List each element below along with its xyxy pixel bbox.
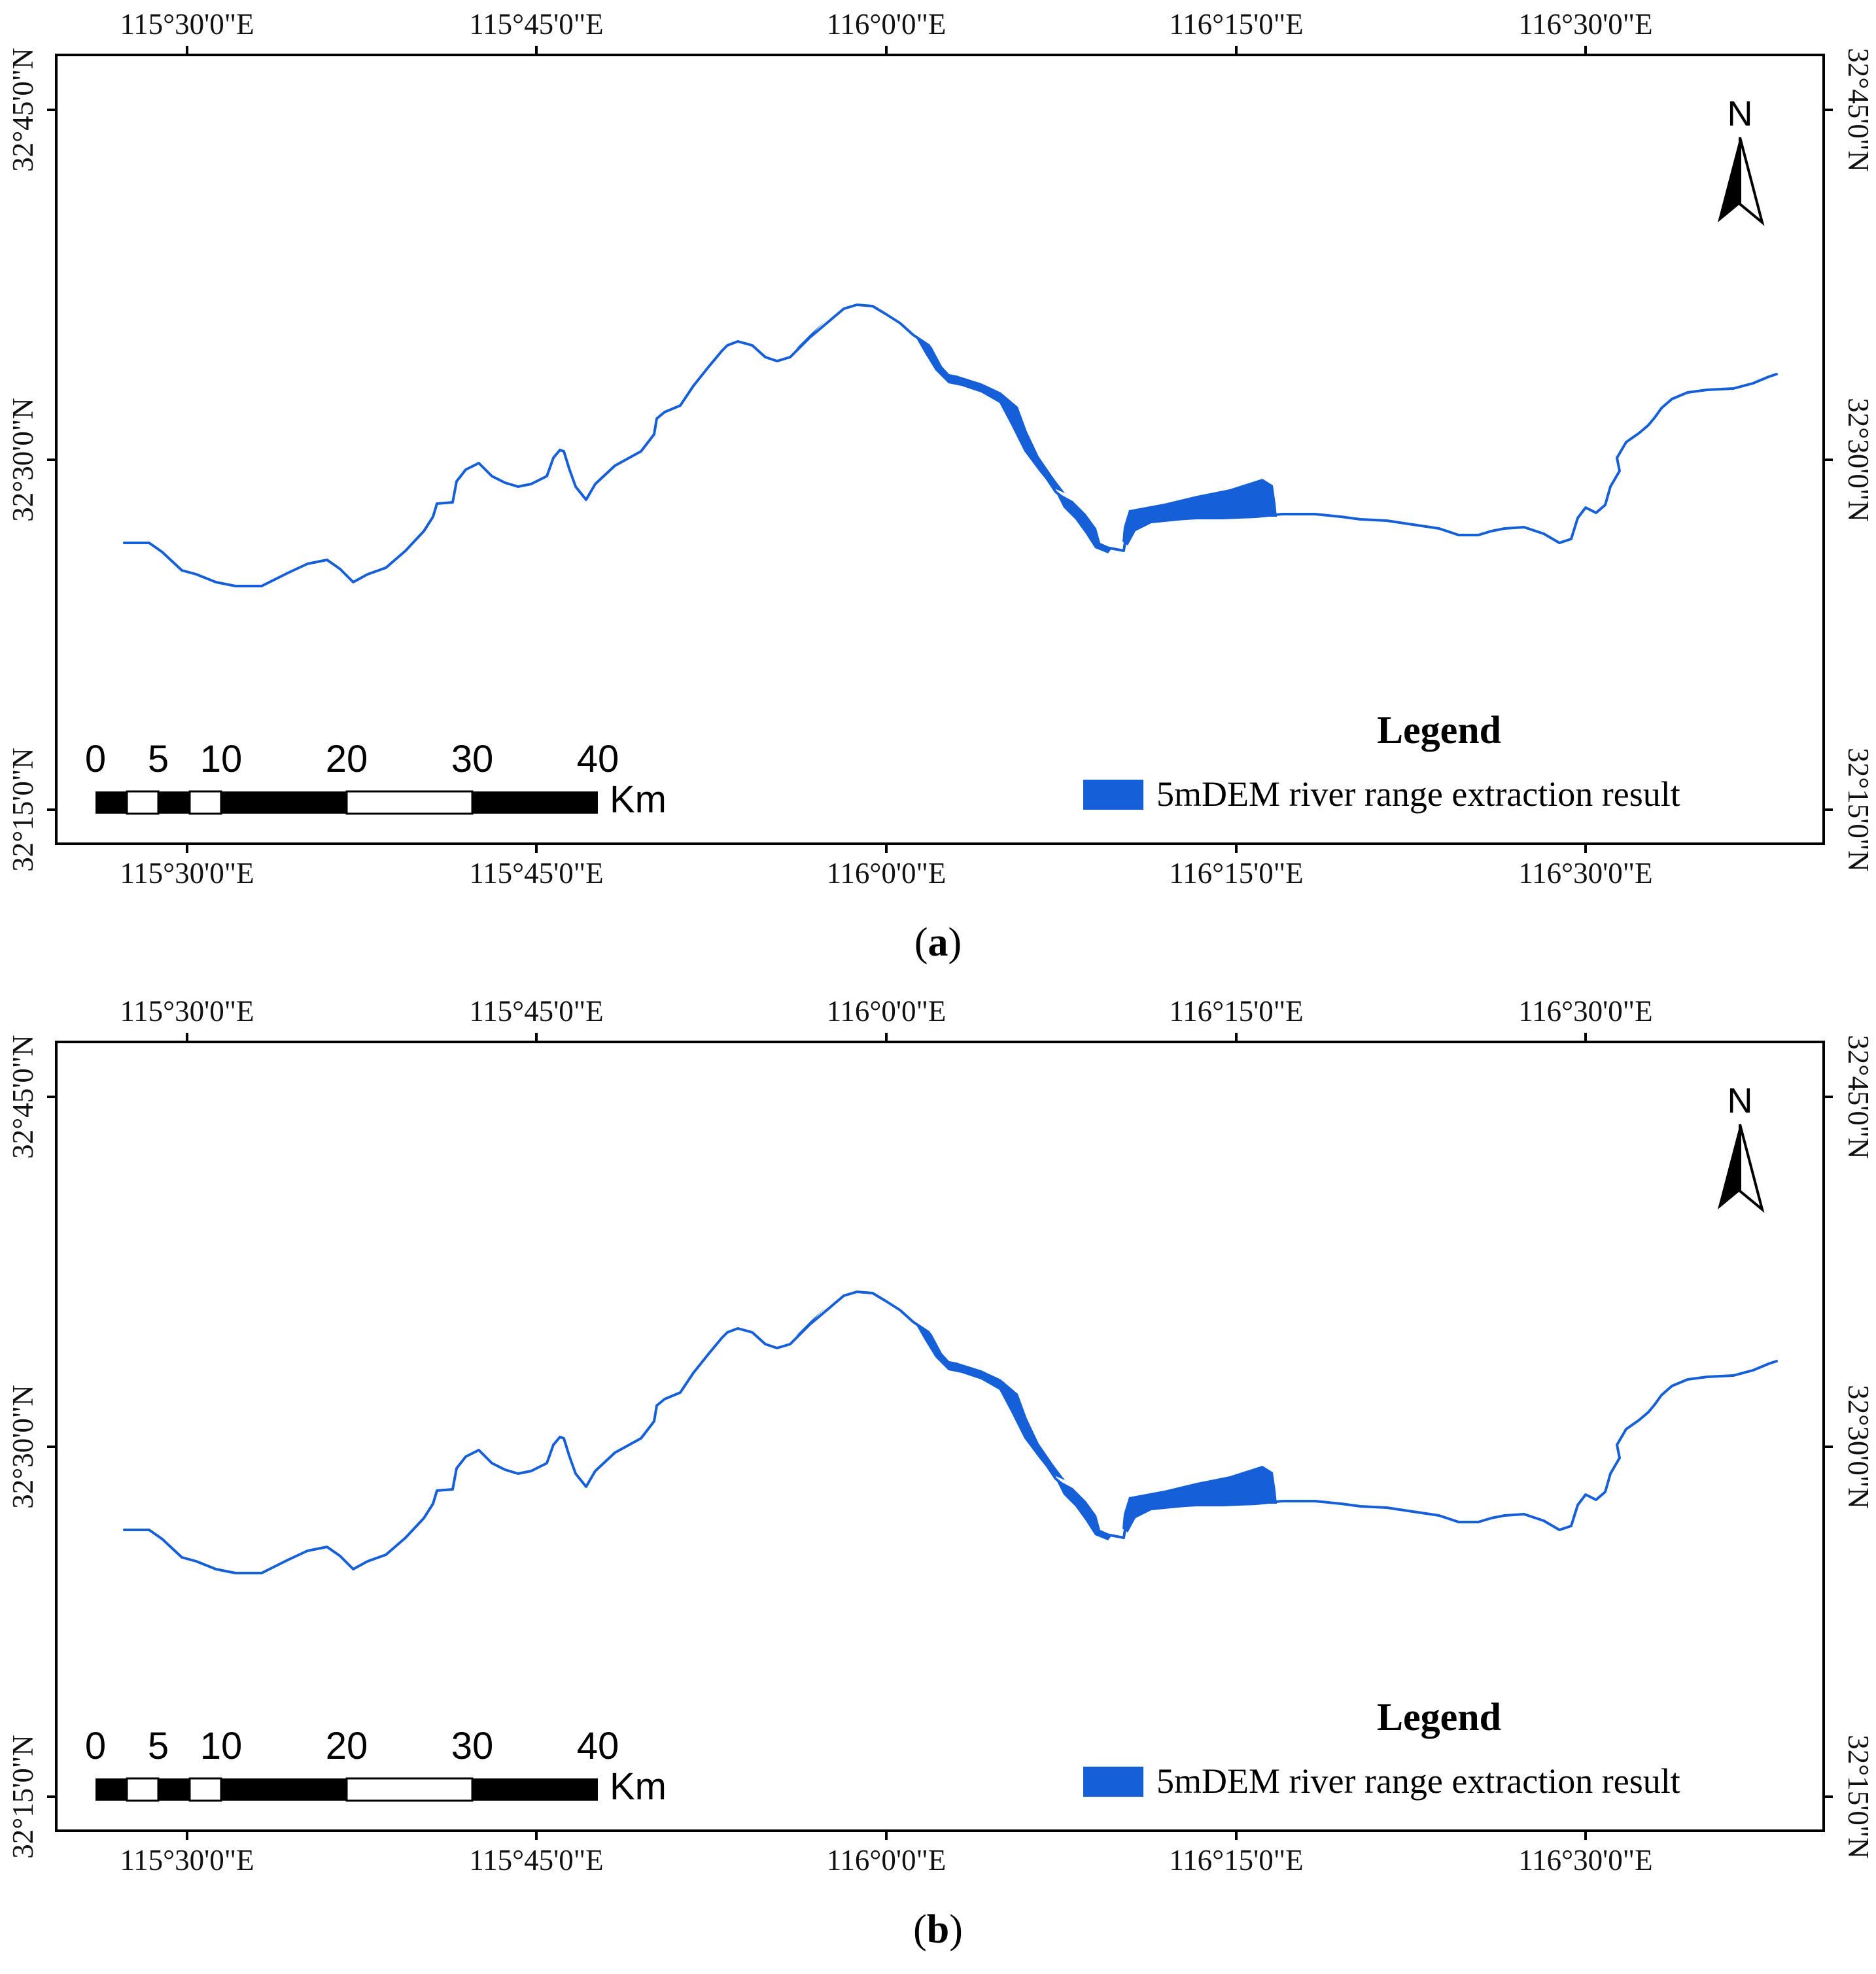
legend: Legend 5mDEM river range extraction resu… bbox=[1083, 708, 1680, 814]
scale-label: 0 bbox=[85, 1725, 106, 1767]
lon-tick-label: 116°15'0"E bbox=[1169, 8, 1303, 41]
legend-item-label: 5mDEM river range extraction result bbox=[1156, 1761, 1680, 1801]
scale-label: 20 bbox=[326, 738, 368, 780]
north-label: N bbox=[1728, 1081, 1753, 1120]
right-lat-axis: 32°45'0"N 32°30'0"N 32°15'0"N bbox=[1824, 1035, 1875, 1859]
top-lon-axis: 115°30'0"E 115°45'0"E 116°0'0"E 116°15'0… bbox=[120, 995, 1653, 1042]
lon-tick-label: 116°0'0"E bbox=[827, 857, 947, 890]
lat-tick-label: 32°45'0"N bbox=[1842, 48, 1875, 171]
lon-tick-label: 115°45'0"E bbox=[469, 857, 603, 890]
lat-tick-label: 32°45'0"N bbox=[7, 1035, 39, 1158]
map-frame bbox=[55, 1041, 1825, 1832]
lon-tick-label: 116°30'0"E bbox=[1518, 1844, 1652, 1877]
legend: Legend 5mDEM river range extraction resu… bbox=[1083, 1695, 1680, 1801]
lat-tick-label: 32°45'0"N bbox=[7, 48, 39, 171]
lat-tick-label: 32°15'0"N bbox=[7, 748, 39, 871]
lon-tick-label: 115°45'0"E bbox=[469, 995, 603, 1028]
legend-swatch bbox=[1083, 780, 1143, 810]
lon-tick-label: 115°30'0"E bbox=[120, 995, 254, 1028]
top-lon-axis: 115°30'0"E 115°45'0"E 116°0'0"E 116°15'0… bbox=[120, 8, 1653, 55]
scale-label: 30 bbox=[451, 738, 494, 780]
left-lat-axis: 32°45'0"N 32°30'0"N 32°15'0"N bbox=[7, 1035, 56, 1859]
map-panel-a: 115°30'0"E 115°45'0"E 116°0'0"E 116°15'0… bbox=[7, 8, 1875, 965]
lat-tick-label: 32°15'0"N bbox=[7, 1735, 39, 1858]
scale-label: 5 bbox=[148, 1725, 169, 1767]
scale-unit: Km bbox=[610, 778, 667, 821]
lat-tick-label: 32°30'0"N bbox=[1842, 398, 1875, 521]
lat-tick-label: 32°15'0"N bbox=[1842, 1735, 1875, 1858]
north-arrow-icon: N bbox=[1718, 94, 1765, 226]
scale-label: 0 bbox=[85, 738, 106, 780]
lon-tick-label: 116°30'0"E bbox=[1518, 857, 1652, 890]
lon-tick-label: 116°15'0"E bbox=[1169, 1844, 1303, 1877]
scale-unit: Km bbox=[610, 1765, 667, 1808]
scale-bar: 0 5 10 20 30 40 Km bbox=[85, 1725, 667, 1808]
scale-label: 10 bbox=[200, 1725, 243, 1767]
legend-title: Legend bbox=[1377, 1695, 1501, 1739]
lon-tick-label: 116°15'0"E bbox=[1169, 995, 1303, 1028]
bottom-lon-axis: 115°30'0"E 115°45'0"E 116°0'0"E 116°15'0… bbox=[120, 1831, 1653, 1877]
scale-label: 5 bbox=[148, 738, 169, 780]
lon-tick-label: 116°0'0"E bbox=[827, 1844, 947, 1877]
legend-swatch bbox=[1083, 1767, 1143, 1797]
left-lat-axis: 32°45'0"N 32°30'0"N 32°15'0"N bbox=[7, 48, 56, 872]
scale-label: 10 bbox=[200, 738, 243, 780]
scale-label: 40 bbox=[577, 738, 619, 780]
lat-tick-label: 32°30'0"N bbox=[1842, 1385, 1875, 1508]
map-figure-a: 115°30'0"E 115°45'0"E 116°0'0"E 116°15'0… bbox=[7, 8, 1875, 890]
lat-tick-label: 32°15'0"N bbox=[1842, 748, 1875, 871]
bottom-lon-axis: 115°30'0"E 115°45'0"E 116°0'0"E 116°15'0… bbox=[120, 844, 1653, 890]
lon-tick-label: 115°30'0"E bbox=[120, 857, 254, 890]
lon-tick-label: 116°30'0"E bbox=[1518, 995, 1652, 1028]
lon-tick-label: 116°15'0"E bbox=[1169, 857, 1303, 890]
lon-tick-label: 116°30'0"E bbox=[1518, 8, 1652, 41]
panel-caption: (a) bbox=[914, 920, 962, 965]
lon-tick-label: 115°45'0"E bbox=[469, 1844, 603, 1877]
legend-item-label: 5mDEM river range extraction result bbox=[1156, 774, 1680, 814]
map-frame bbox=[55, 54, 1825, 845]
lat-tick-label: 32°30'0"N bbox=[7, 1385, 39, 1508]
lon-tick-label: 116°0'0"E bbox=[827, 8, 947, 41]
lon-tick-label: 115°30'0"E bbox=[120, 8, 254, 41]
lat-tick-label: 32°45'0"N bbox=[1842, 1035, 1875, 1158]
lon-tick-label: 115°30'0"E bbox=[120, 1844, 254, 1877]
scale-label: 30 bbox=[451, 1725, 494, 1767]
lon-tick-label: 115°45'0"E bbox=[469, 8, 603, 41]
panel-caption: (b) bbox=[913, 1907, 963, 1952]
scale-bar: 0 5 10 20 30 40 Km bbox=[85, 738, 667, 821]
scale-label: 20 bbox=[326, 1725, 368, 1767]
north-arrow-icon: N bbox=[1718, 1081, 1765, 1213]
river-path bbox=[123, 1290, 1778, 1574]
lon-tick-label: 116°0'0"E bbox=[827, 995, 947, 1028]
lat-tick-label: 32°30'0"N bbox=[7, 398, 39, 521]
map-figure-b: 115°30'0"E 115°45'0"E 116°0'0"E 116°15'0… bbox=[7, 995, 1875, 1877]
right-lat-axis: 32°45'0"N 32°30'0"N 32°15'0"N bbox=[1824, 48, 1875, 872]
scale-label: 40 bbox=[577, 1725, 619, 1767]
river-path bbox=[123, 303, 1778, 587]
north-label: N bbox=[1728, 94, 1753, 133]
legend-title: Legend bbox=[1377, 708, 1501, 752]
map-panel-b: 115°30'0"E 115°45'0"E 116°0'0"E 116°15'0… bbox=[0, 987, 1876, 1974]
